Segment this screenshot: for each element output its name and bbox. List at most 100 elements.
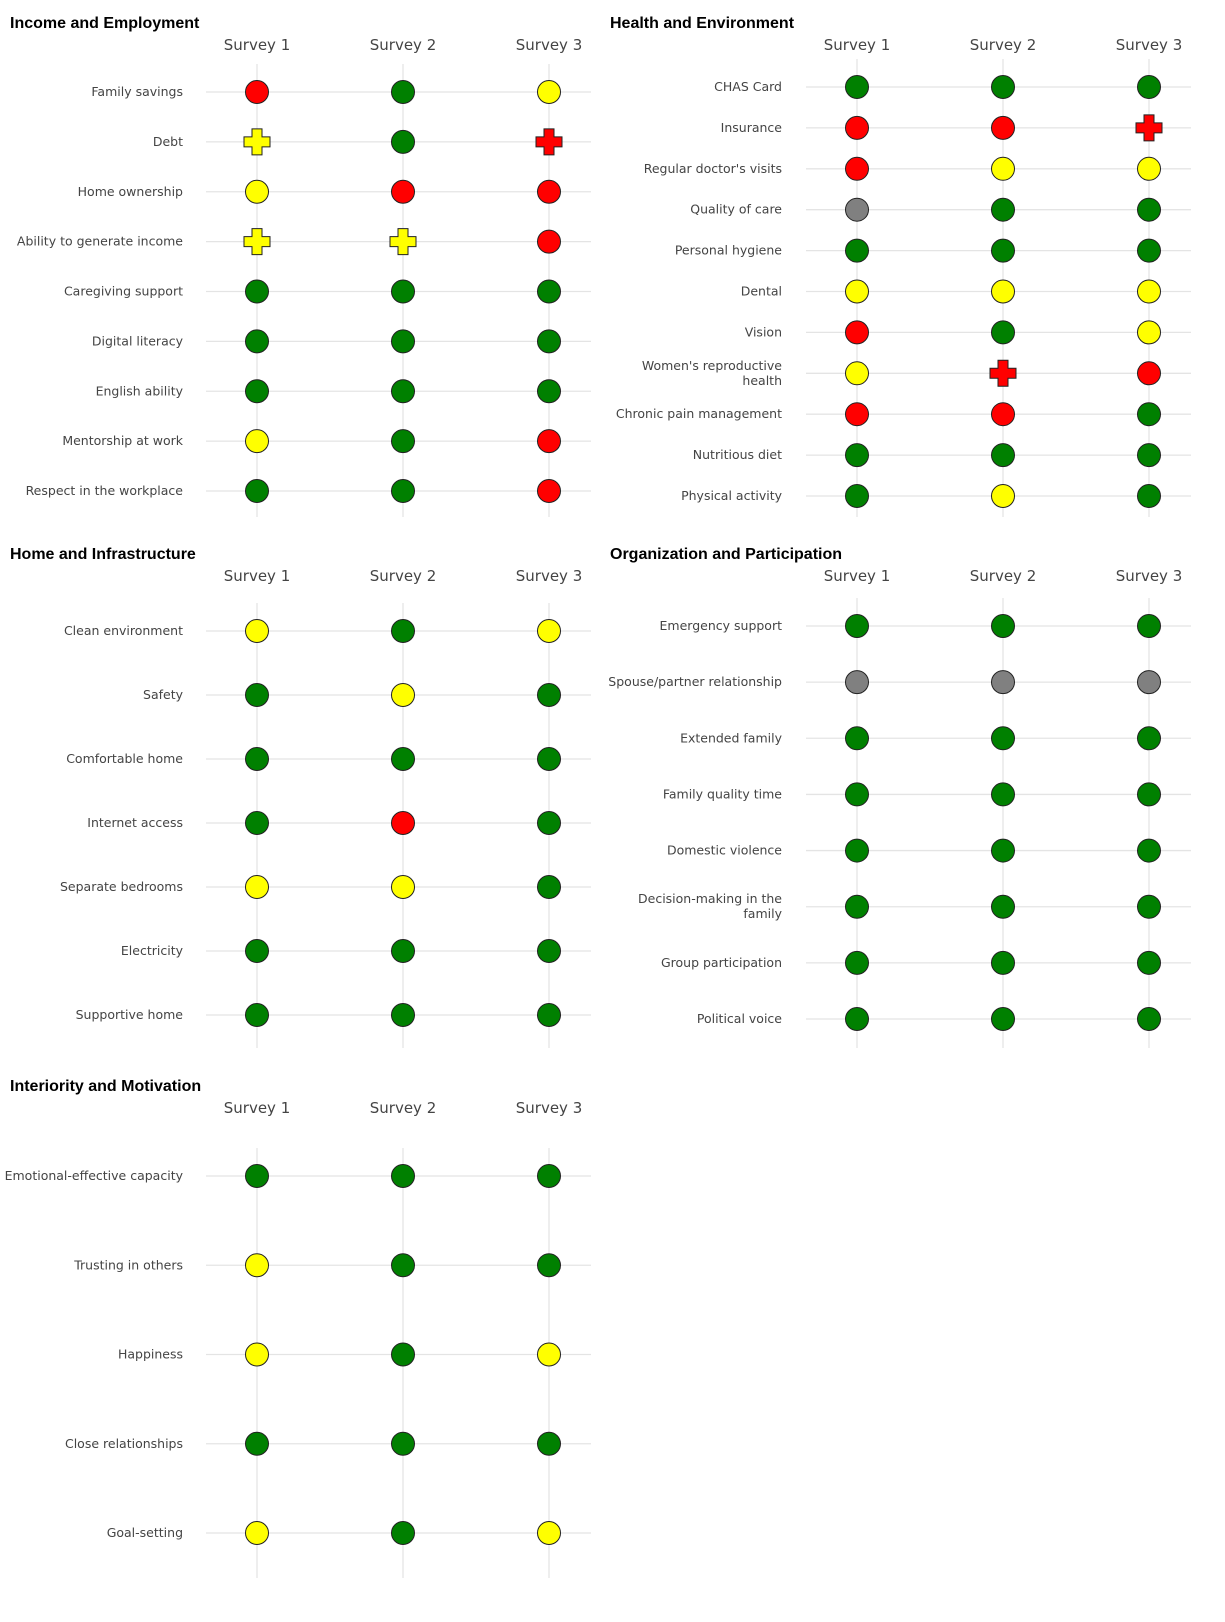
row-label: Chronic pain management xyxy=(616,406,782,421)
status-marker xyxy=(845,361,869,386)
status-marker xyxy=(537,379,561,404)
row-label: Supportive home xyxy=(76,1007,184,1022)
status-marker xyxy=(991,484,1015,508)
status-marker xyxy=(991,402,1015,427)
column-label: Survey 1 xyxy=(224,36,291,54)
row-label: Digital literacy xyxy=(92,333,184,348)
status-marker xyxy=(245,1342,269,1367)
status-marker xyxy=(391,1164,415,1188)
status-plus-marker xyxy=(1135,114,1163,142)
row-label: English ability xyxy=(96,383,184,398)
status-marker xyxy=(991,279,1015,304)
status-marker xyxy=(991,238,1015,263)
column-label: Survey 3 xyxy=(516,1099,583,1117)
status-marker xyxy=(537,811,561,835)
row-label: Trusting in others xyxy=(73,1257,183,1272)
panel-title: Income and Employment xyxy=(10,15,200,32)
status-marker xyxy=(845,894,869,919)
row-label: Quality of care xyxy=(690,202,782,217)
status-plus-marker xyxy=(535,128,563,156)
status-marker xyxy=(537,1521,561,1545)
row-label: Mentorship at work xyxy=(62,433,183,448)
status-marker xyxy=(245,1431,269,1456)
row-label: Debt xyxy=(153,134,183,149)
status-plus-marker xyxy=(389,228,417,256)
row-label: Women's reproductive health xyxy=(642,358,782,388)
status-marker xyxy=(537,619,561,643)
row-label: Decision-making in the family xyxy=(638,891,783,921)
status-marker xyxy=(537,1342,561,1367)
status-marker xyxy=(537,80,561,104)
status-marker xyxy=(537,1003,561,1027)
status-marker xyxy=(391,1431,415,1456)
status-marker xyxy=(845,443,869,468)
status-marker xyxy=(845,838,869,863)
panel-health-and-environment: Health and Environment Survey 1 Survey 2 Su… xyxy=(610,15,1191,517)
panel-interiority-and-motivation: Interiority and Motivation Survey 1 Survey… xyxy=(5,1078,591,1578)
row-label: Separate bedrooms xyxy=(60,879,183,894)
status-marker xyxy=(1137,838,1161,863)
row-label: Dental xyxy=(741,284,782,299)
status-marker xyxy=(391,179,415,204)
status-marker xyxy=(245,279,269,304)
status-marker xyxy=(991,838,1015,863)
column-label: Survey 3 xyxy=(1116,36,1183,54)
status-marker xyxy=(391,811,415,835)
panel-title: Interiority and Motivation xyxy=(10,1078,201,1095)
row-label: Emotional-effective capacity xyxy=(5,1168,184,1183)
row-label: Personal hygiene xyxy=(675,243,782,258)
status-plus-marker xyxy=(243,128,271,156)
status-marker xyxy=(845,484,869,508)
row-label: Home ownership xyxy=(78,184,183,199)
status-marker xyxy=(537,939,561,963)
column-label: Survey 1 xyxy=(824,567,891,585)
column-label: Survey 1 xyxy=(224,567,291,585)
status-marker xyxy=(245,875,269,899)
row-label: Nutritious diet xyxy=(693,447,782,462)
row-label: Close relationships xyxy=(65,1436,183,1451)
row-label: Spouse/partner relationship xyxy=(608,674,782,689)
row-label: CHAS Card xyxy=(714,79,782,94)
status-marker xyxy=(245,179,269,204)
status-marker xyxy=(245,1164,269,1188)
panel-title: Home and Infrastructure xyxy=(10,546,196,563)
status-marker xyxy=(991,443,1015,468)
status-marker xyxy=(245,1003,269,1027)
status-marker xyxy=(391,1003,415,1027)
status-marker xyxy=(1137,670,1161,695)
row-label: Electricity xyxy=(121,943,184,958)
status-marker xyxy=(1137,484,1161,508)
status-marker xyxy=(845,614,869,638)
column-label: Survey 2 xyxy=(970,36,1037,54)
status-marker xyxy=(245,329,269,354)
status-plus-marker xyxy=(243,228,271,256)
status-marker xyxy=(245,619,269,643)
status-marker xyxy=(245,811,269,835)
status-marker xyxy=(391,379,415,404)
status-marker xyxy=(845,726,869,751)
status-marker xyxy=(845,238,869,263)
status-plus-marker xyxy=(989,359,1017,387)
row-label: Caregiving support xyxy=(64,284,183,299)
row-label: Family savings xyxy=(91,84,183,99)
status-marker xyxy=(1137,320,1161,345)
row-label: Vision xyxy=(745,324,782,339)
row-label: Happiness xyxy=(118,1347,183,1362)
status-marker xyxy=(391,747,415,771)
column-label: Survey 1 xyxy=(824,36,891,54)
row-label: Respect in the workplace xyxy=(26,483,184,498)
status-marker xyxy=(391,1342,415,1367)
status-marker xyxy=(845,156,869,181)
column-label: Survey 2 xyxy=(370,1099,437,1117)
status-marker xyxy=(991,726,1015,751)
panel-title: Health and Environment xyxy=(610,15,795,32)
status-marker xyxy=(1137,402,1161,427)
status-marker xyxy=(1137,156,1161,181)
status-marker xyxy=(537,429,561,454)
row-label: Physical activity xyxy=(681,488,782,503)
status-marker xyxy=(245,379,269,404)
status-marker xyxy=(245,1521,269,1545)
status-marker xyxy=(845,950,869,975)
status-marker xyxy=(1137,950,1161,975)
